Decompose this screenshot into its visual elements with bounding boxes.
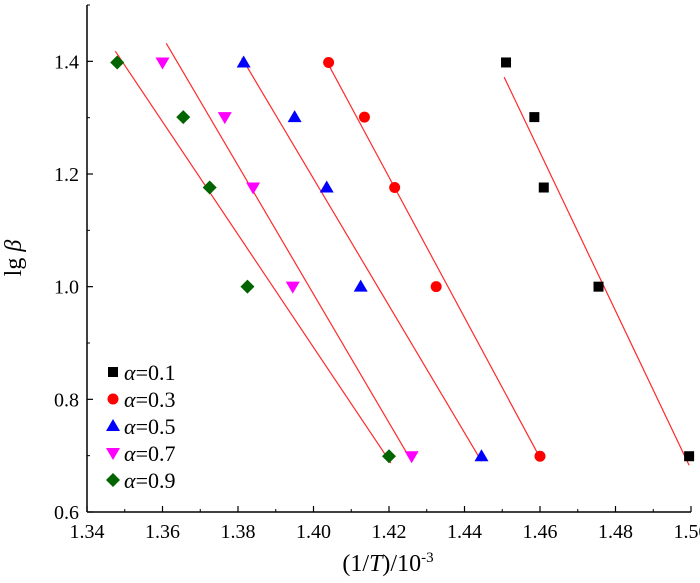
data-point bbox=[538, 182, 549, 193]
data-point bbox=[534, 450, 546, 462]
data-point bbox=[593, 281, 604, 292]
data-point bbox=[353, 279, 368, 292]
x-tick-label: 1.34 bbox=[70, 521, 105, 543]
data-point bbox=[236, 55, 251, 68]
data-point bbox=[110, 55, 125, 70]
data-point bbox=[246, 182, 261, 195]
x-axis-label: (1/T)/10-3 bbox=[342, 550, 433, 577]
y-tick-label: 1.0 bbox=[54, 277, 79, 299]
x-ticks: 1.34 1.36 1.38 1.40 1.42 1.44 1.46 1.48 1.50 bbox=[70, 506, 700, 543]
fit-line bbox=[326, 61, 543, 462]
legend-marker bbox=[106, 448, 120, 460]
x-tick-label: 1.36 bbox=[145, 521, 180, 543]
data-point bbox=[430, 281, 442, 293]
data-point bbox=[404, 451, 419, 464]
data-point bbox=[240, 279, 255, 294]
fit-line bbox=[503, 76, 690, 466]
data-point bbox=[389, 182, 401, 194]
data-point bbox=[217, 112, 232, 125]
legend-label: α=0.5 bbox=[124, 414, 175, 439]
data-point bbox=[285, 281, 300, 294]
data-point bbox=[319, 180, 334, 193]
y-tick-label: 1.2 bbox=[54, 164, 79, 186]
fit-lines bbox=[114, 43, 690, 466]
data-point bbox=[684, 451, 695, 462]
y-tick-label: 1.4 bbox=[54, 51, 79, 73]
y-ticks: 0.6 0.8 1.0 1.2 1.4 bbox=[54, 4, 93, 524]
y-axis-label: lg β bbox=[1, 240, 27, 277]
legend-marker bbox=[108, 367, 118, 377]
data-point bbox=[358, 111, 370, 123]
legend-label: α=0.9 bbox=[124, 468, 175, 493]
x-tick-label: 1.48 bbox=[598, 521, 633, 543]
x-tick-label: 1.44 bbox=[447, 521, 482, 543]
x-tick-label: 1.42 bbox=[372, 521, 407, 543]
y-tick-label: 0.6 bbox=[54, 502, 79, 524]
legend-label: α=0.7 bbox=[124, 441, 175, 466]
legend: α=0.1α=0.3α=0.5α=0.7α=0.9 bbox=[106, 360, 175, 493]
legend-label: α=0.1 bbox=[124, 360, 175, 385]
legend-label: α=0.3 bbox=[124, 387, 175, 412]
data-points bbox=[110, 55, 695, 464]
data-point bbox=[529, 112, 540, 123]
x-tick-label: 1.46 bbox=[523, 521, 558, 543]
fit-line bbox=[114, 50, 392, 464]
fit-line bbox=[241, 57, 483, 462]
fit-line bbox=[165, 43, 413, 462]
legend-marker bbox=[107, 393, 119, 405]
data-point bbox=[176, 110, 191, 125]
x-tick-label: 1.40 bbox=[296, 521, 331, 543]
data-point bbox=[501, 57, 512, 68]
data-point bbox=[287, 110, 302, 123]
data-point bbox=[382, 449, 396, 464]
data-point bbox=[323, 56, 335, 68]
legend-marker bbox=[106, 419, 120, 431]
x-tick-label: 1.38 bbox=[221, 521, 256, 543]
data-point bbox=[474, 449, 489, 462]
legend-marker bbox=[106, 473, 120, 487]
x-tick-label: 1.50 bbox=[674, 521, 700, 543]
y-tick-label: 0.8 bbox=[54, 389, 79, 411]
data-point bbox=[202, 180, 217, 195]
plot-area: 1.34 1.36 1.38 1.40 1.42 1.44 1.46 1.48 1.50 0.6… bbox=[54, 4, 700, 543]
data-point bbox=[155, 57, 170, 70]
